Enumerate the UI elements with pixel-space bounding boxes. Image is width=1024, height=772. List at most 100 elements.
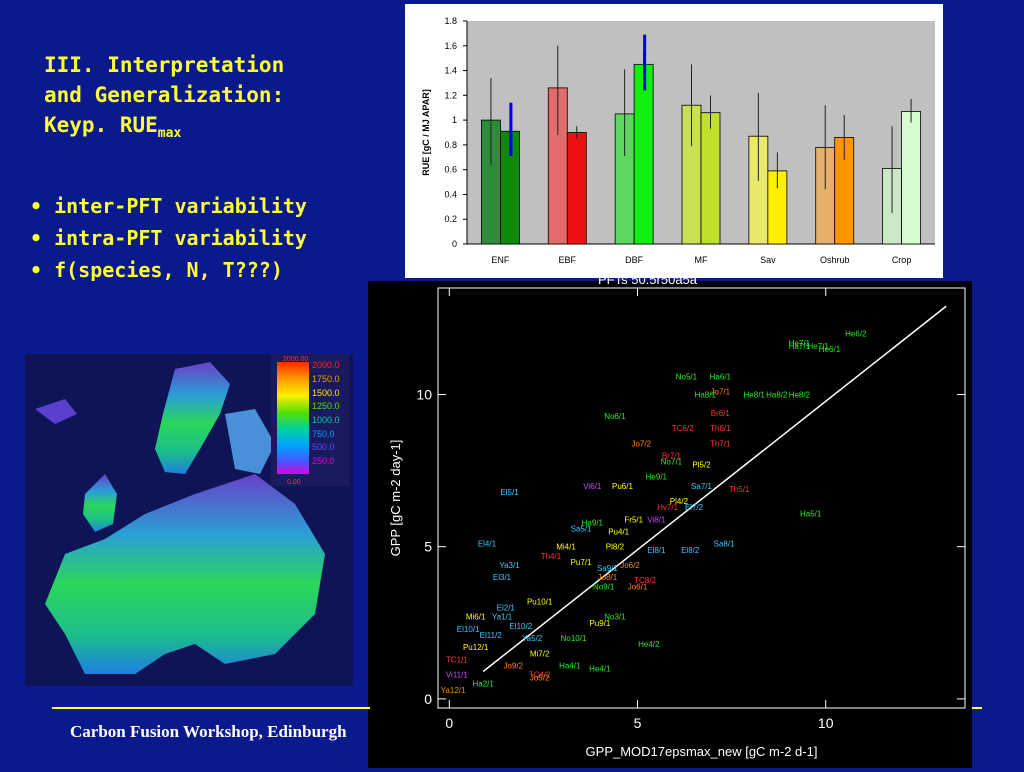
point-label: Jo6/2 — [620, 561, 640, 570]
scandinavia-landmass — [155, 362, 230, 474]
point-label: Ya3/1 — [499, 561, 520, 570]
legend-label: 1750.0 — [312, 374, 340, 384]
slide-title: III. Interpretation and Generalization: … — [44, 50, 374, 149]
y-tick-label: 1.6 — [444, 41, 457, 51]
point-label: He8/2 — [789, 391, 811, 400]
point-label: El8/1 — [647, 546, 666, 555]
point-label: El8/2 — [681, 546, 700, 555]
point-label: Ya1/1 — [492, 613, 513, 622]
point-label: No6/1 — [604, 412, 626, 421]
point-label: Ha9/1 — [582, 518, 604, 527]
gpp-scatter-panel: PFTs 50.5r50a5a 0 5 10 0 5 10 He7/1 Ha7/1 He7/1 H… — [368, 272, 972, 768]
point-label: Mi7/2 — [530, 649, 550, 658]
x-tick-label: 0 — [445, 715, 453, 731]
x-tick-label: MF — [695, 255, 708, 265]
point-label: Ha4/1 — [559, 661, 581, 670]
point-label: TC8/2 — [634, 576, 656, 585]
legend-label: 1000.0 — [312, 415, 340, 425]
point-label: No9/1 — [593, 582, 615, 591]
europe-map-image: 2000.00 2000.0 1750.0 1500.0 1250.0 1000… — [35, 354, 349, 674]
point-label: Pu4/1 — [608, 528, 629, 537]
point-label: No10/1 — [561, 634, 587, 643]
x-tick-label: Crop — [892, 255, 912, 265]
point-label: Ha7/1 — [789, 342, 811, 351]
point-label: El4/1 — [478, 540, 497, 549]
point-label: Th7/1 — [710, 439, 731, 448]
y-tick-label: 10 — [416, 387, 432, 403]
legend-label: 500.0 — [312, 442, 335, 452]
finland-landmass — [225, 409, 275, 474]
point-label: Pu12/1 — [463, 643, 489, 652]
point-label: He9/1 — [646, 473, 668, 482]
x-tick-label: 10 — [818, 715, 834, 731]
point-label: Mi4/1 — [556, 543, 576, 552]
point-label: No7/1 — [661, 458, 683, 467]
y-tick-label: 0 — [424, 691, 432, 707]
point-label: Pl5/2 — [692, 461, 711, 470]
legend-colorbar — [277, 362, 309, 474]
point-label: No3/1 — [604, 613, 626, 622]
y-axis-label: GPP [gC m-2 day-1] — [388, 440, 403, 557]
bullet-item: f(species, N, T???) — [30, 254, 307, 286]
title-line-3-text: Keyp. RUE — [44, 113, 158, 137]
y-axis-label: RUE [gC / MJ APAR] — [421, 89, 431, 176]
y-tick-label: 1.2 — [444, 90, 457, 100]
europe-gpp-map: 2000.00 2000.0 1750.0 1500.0 1250.0 1000… — [25, 354, 353, 686]
british-isles-landmass — [83, 474, 117, 532]
legend-label: 250.0 — [312, 456, 335, 466]
point-label: He4/2 — [638, 640, 660, 649]
point-label: Jo5/2 — [530, 674, 550, 683]
title-subscript: max — [157, 126, 182, 142]
point-label: Vi6/1 — [583, 482, 602, 491]
point-label: Ha2/1 — [472, 680, 494, 689]
point-label: Ha6/1 — [710, 372, 732, 381]
point-label: Hv7/1 — [657, 503, 678, 512]
point-label: Jo6/1 — [628, 582, 648, 591]
one-to-one-line — [482, 305, 947, 673]
point-label: Ha5/1 — [800, 509, 822, 518]
rue-bar-chart: 0 0.2 0.4 0.6 0.8 1 1.2 1.4 1.6 1.8 RUE [gC / MJ A… — [421, 16, 935, 265]
point-label: Jo9/2 — [503, 661, 523, 670]
gpp-scatter-chart: 0 5 100510He7/1Ha7/1He7/1He6/1He6/2Ha6/1No… — [388, 287, 966, 759]
point-label: He6/1 — [819, 345, 841, 354]
y-tick-label: 1.4 — [444, 66, 457, 76]
x-tick-label: ENF — [491, 255, 510, 265]
point-label: El3/1 — [493, 573, 512, 582]
x-tick-label: Oshrub — [820, 255, 850, 265]
point-label: Th5/1 — [729, 485, 750, 494]
y-tick-label: 0.2 — [444, 214, 457, 224]
point-label: Ha8/1 — [695, 391, 717, 400]
point-label: Pl4/2 — [670, 497, 689, 506]
x-axis-label: GPP_MOD17epsmax_new [gC m-2 d-1] — [586, 744, 818, 759]
point-label: Mi6/1 — [466, 613, 486, 622]
x-tick-label: 5 — [634, 715, 642, 731]
legend-bottom-label: 0.00 — [287, 479, 301, 486]
bullet-list: inter-PFT variability intra-PFT variabil… — [30, 190, 307, 286]
point-label: He7/1 — [789, 339, 811, 348]
bar — [633, 63, 654, 245]
point-label: Pu7/1 — [571, 558, 592, 567]
point-label: Ha8/2 — [766, 391, 788, 400]
iceland-landmass — [35, 399, 77, 424]
point-label: Pu6/1 — [612, 482, 633, 491]
point-label: He7/1 — [808, 342, 830, 351]
scatter-plot-frame — [437, 287, 966, 709]
point-label: Th6/1 — [710, 424, 731, 433]
point-label: Jo7/2 — [631, 439, 651, 448]
point-label: Vi11/1 — [446, 671, 468, 680]
point-label: Ya5/2 — [522, 634, 543, 643]
point-label: Pl8/2 — [606, 543, 625, 552]
rue-bar-chart-panel: 0 0.2 0.4 0.6 0.8 1 1.2 1.4 1.6 1.8 RUE [gC / MJ A… — [405, 4, 943, 278]
point-label: Sa8/1 — [714, 540, 735, 549]
point-label: TC6/2 — [672, 424, 694, 433]
point-label: TC1/1 — [446, 655, 468, 664]
legend-label: 750.0 — [312, 429, 335, 439]
point-label: Vi8/1 — [647, 515, 666, 524]
x-tick-label: EBF — [559, 255, 577, 265]
y-tick-label: 0.6 — [444, 165, 457, 175]
point-label: Fr5/1 — [624, 515, 643, 524]
point-label: Jo7/1 — [711, 388, 731, 397]
point-label: Sa5/1 — [571, 524, 592, 533]
bar — [566, 132, 587, 245]
y-tick-label: 5 — [424, 539, 432, 555]
